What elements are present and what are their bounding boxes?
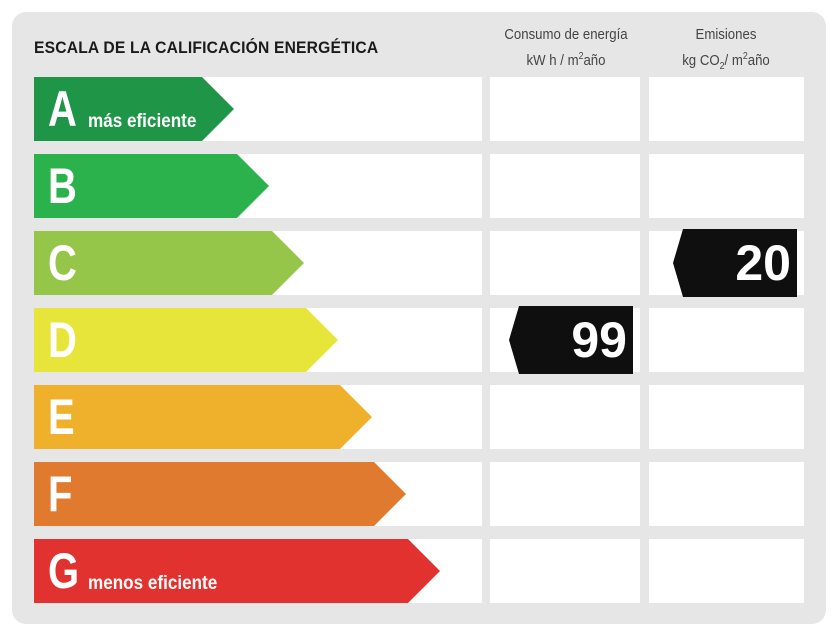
rating-bar-c: C xyxy=(34,231,304,295)
rating-bar-f: F xyxy=(34,462,406,526)
energy-cell xyxy=(490,154,640,218)
rating-letter: G xyxy=(48,543,80,599)
rating-bar-e: E xyxy=(34,385,372,449)
energy-cell xyxy=(490,462,640,526)
emissions-cell xyxy=(649,154,804,218)
marker-arrow-shape xyxy=(509,306,633,374)
rating-arrow-shape xyxy=(34,385,372,449)
emissions-header-line1: Emisiones xyxy=(695,26,757,43)
rating-label: más eficiente xyxy=(88,111,197,132)
emissions-column-header: Emisiones kg CO2/ m2año xyxy=(656,24,797,78)
rating-letter: C xyxy=(48,235,77,291)
rating-arrow-shape xyxy=(34,154,269,218)
energy-header-line2: kW h / m2año xyxy=(526,51,606,69)
emissions-header-line2: kg CO2/ m2año xyxy=(682,51,770,72)
emissions-cell xyxy=(649,77,804,141)
emissions-cell xyxy=(649,462,804,526)
marker-arrow-shape xyxy=(673,229,797,297)
energy-header-line1: Consumo de energía xyxy=(504,26,628,43)
energy-column-header: Consumo de energía kW h / m2año xyxy=(497,24,634,72)
rating-label: menos eficiente xyxy=(88,573,218,594)
rating-arrow-shape xyxy=(34,77,234,141)
rating-letter: B xyxy=(48,158,77,214)
rating-arrow-shape xyxy=(34,539,440,603)
marker-value: 20 xyxy=(735,235,791,291)
marker-value: 99 xyxy=(571,312,627,368)
rating-letter: E xyxy=(48,389,75,445)
emissions-cell xyxy=(649,539,804,603)
emissions-cell xyxy=(649,308,804,372)
rating-arrow-shape xyxy=(34,308,338,372)
rating-arrow-shape xyxy=(34,231,304,295)
rating-arrow-shape xyxy=(34,462,406,526)
energy-cell xyxy=(490,231,640,295)
page-title: ESCALA DE LA CALIFICACIÓN ENERGÉTICA xyxy=(34,38,379,57)
energy-cell xyxy=(490,77,640,141)
rating-bar-d: D xyxy=(34,308,338,372)
energy-cell xyxy=(490,385,640,449)
energy-cell xyxy=(490,539,640,603)
emissions-cell xyxy=(649,385,804,449)
emissions-rating-marker: 20 xyxy=(673,229,797,297)
rating-letter: F xyxy=(48,466,73,522)
energy-rating-marker: 99 xyxy=(509,306,633,374)
rating-letter: D xyxy=(48,312,77,368)
rating-bar-b: B xyxy=(34,154,269,218)
rating-letter: A xyxy=(48,81,77,137)
